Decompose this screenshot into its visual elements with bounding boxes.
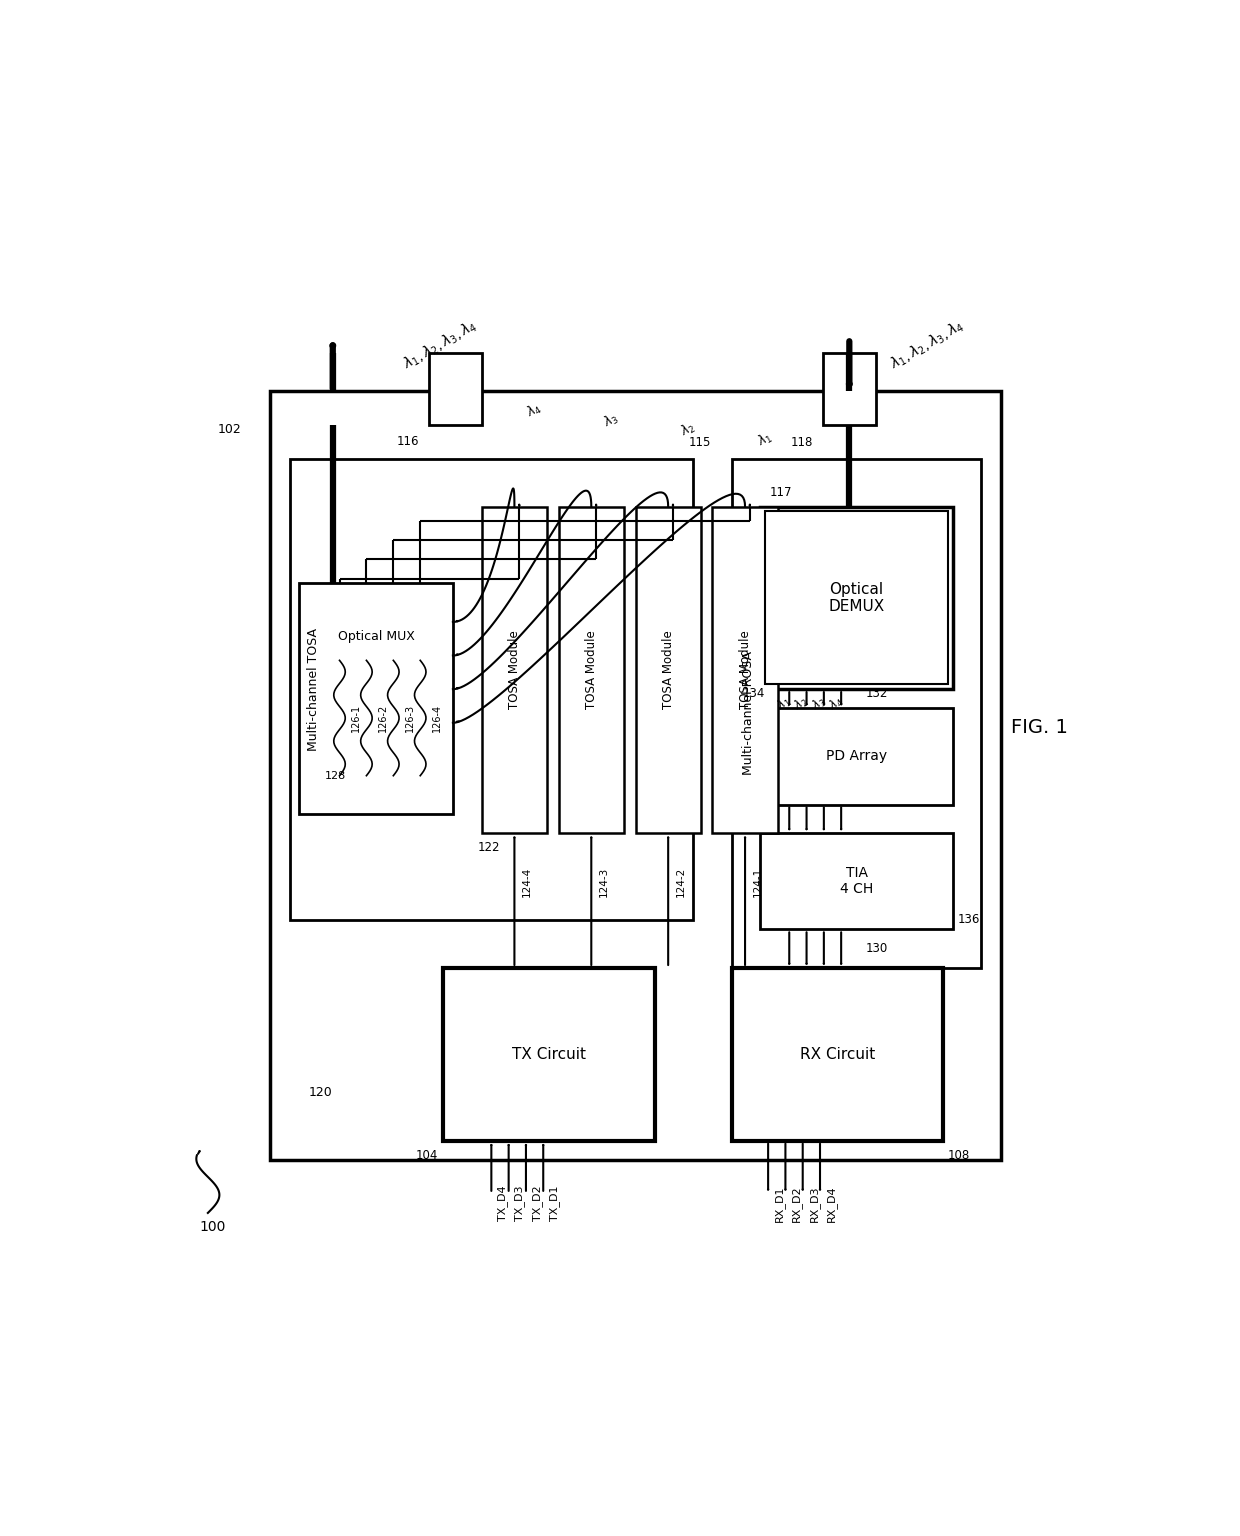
Text: TOSA Module: TOSA Module xyxy=(739,631,751,710)
Text: Optical MUX: Optical MUX xyxy=(337,630,414,644)
FancyBboxPatch shape xyxy=(760,834,952,929)
Text: 124-1: 124-1 xyxy=(753,866,763,897)
Text: 124-3: 124-3 xyxy=(599,866,609,897)
Text: 126-3: 126-3 xyxy=(404,703,415,733)
Text: TX Circuit: TX Circuit xyxy=(512,1048,587,1061)
Text: 102: 102 xyxy=(218,424,242,436)
Text: RX Circuit: RX Circuit xyxy=(800,1048,875,1061)
Text: 116: 116 xyxy=(397,435,419,447)
Text: TIA
4 CH: TIA 4 CH xyxy=(839,866,873,897)
Text: 124-2: 124-2 xyxy=(676,866,686,897)
Text: 126-2: 126-2 xyxy=(378,703,388,733)
Text: Optical
DEMUX: Optical DEMUX xyxy=(828,582,884,614)
Text: Multi-channel ROSA: Multi-channel ROSA xyxy=(743,651,755,776)
Text: RX_D1: RX_D1 xyxy=(774,1186,785,1221)
Text: RX_D2: RX_D2 xyxy=(791,1184,802,1221)
FancyBboxPatch shape xyxy=(635,507,701,834)
FancyBboxPatch shape xyxy=(481,507,547,834)
FancyBboxPatch shape xyxy=(760,507,952,690)
Text: $\lambda_1, \lambda_2, \lambda_3, \lambda_4$: $\lambda_1, \lambda_2, \lambda_3, \lambd… xyxy=(401,316,480,373)
Text: 117: 117 xyxy=(770,485,792,499)
Text: TX_D3: TX_D3 xyxy=(515,1186,526,1221)
FancyBboxPatch shape xyxy=(732,459,982,968)
Text: TX_D2: TX_D2 xyxy=(532,1186,543,1221)
FancyBboxPatch shape xyxy=(299,584,453,814)
FancyBboxPatch shape xyxy=(429,353,481,425)
Text: TOSA Module: TOSA Module xyxy=(585,631,598,710)
Text: 122: 122 xyxy=(477,842,500,854)
Text: $\lambda_2$: $\lambda_2$ xyxy=(791,693,812,714)
Text: 134: 134 xyxy=(743,688,765,700)
Text: 115: 115 xyxy=(688,436,711,449)
Text: $\lambda_1$: $\lambda_1$ xyxy=(755,429,775,450)
FancyBboxPatch shape xyxy=(270,392,1001,1160)
Text: 108: 108 xyxy=(947,1149,970,1161)
Text: $\lambda_3$: $\lambda_3$ xyxy=(808,693,830,714)
Text: 128: 128 xyxy=(325,771,346,780)
FancyBboxPatch shape xyxy=(732,968,942,1141)
Text: $\lambda_2$: $\lambda_2$ xyxy=(678,419,698,441)
Text: 104: 104 xyxy=(417,1149,439,1161)
Text: 100: 100 xyxy=(200,1220,226,1235)
Text: TX_D4: TX_D4 xyxy=(497,1186,508,1221)
Text: 120: 120 xyxy=(309,1086,332,1100)
Text: TOSA Module: TOSA Module xyxy=(662,631,675,710)
Text: 136: 136 xyxy=(957,914,980,926)
Text: 132: 132 xyxy=(866,688,888,700)
Text: TOSA Module: TOSA Module xyxy=(508,631,521,710)
Text: $\lambda_1$: $\lambda_1$ xyxy=(775,693,795,714)
Text: 126-4: 126-4 xyxy=(432,703,441,733)
Text: 126-1: 126-1 xyxy=(351,703,361,733)
FancyBboxPatch shape xyxy=(444,968,655,1141)
Text: 118: 118 xyxy=(791,436,813,450)
Text: $\lambda_1, \lambda_2, \lambda_3, \lambda_4$: $\lambda_1, \lambda_2, \lambda_3, \lambd… xyxy=(888,316,967,373)
Text: RX_D3: RX_D3 xyxy=(808,1186,820,1221)
FancyBboxPatch shape xyxy=(290,459,693,920)
Text: 130: 130 xyxy=(866,942,888,955)
FancyBboxPatch shape xyxy=(712,507,777,834)
Text: TX_D1: TX_D1 xyxy=(549,1186,560,1221)
Text: PD Array: PD Array xyxy=(826,750,887,763)
Text: Multi-channel TOSA: Multi-channel TOSA xyxy=(308,628,320,751)
Text: $\lambda_4$: $\lambda_4$ xyxy=(525,399,546,421)
FancyBboxPatch shape xyxy=(823,353,875,425)
Text: 124-4: 124-4 xyxy=(522,866,532,897)
Text: $\lambda_4$: $\lambda_4$ xyxy=(826,693,847,714)
Text: RX_D4: RX_D4 xyxy=(826,1184,837,1221)
FancyBboxPatch shape xyxy=(558,507,624,834)
Text: FIG. 1: FIG. 1 xyxy=(1011,719,1068,737)
FancyBboxPatch shape xyxy=(760,708,952,805)
FancyBboxPatch shape xyxy=(765,511,947,685)
Text: $\lambda_3$: $\lambda_3$ xyxy=(601,410,621,430)
